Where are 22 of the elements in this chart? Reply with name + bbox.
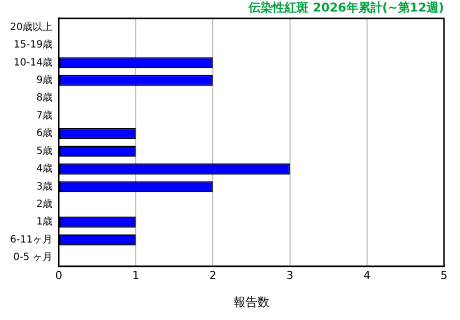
y-tick-label: 2歳 — [36, 198, 53, 210]
y-tick-label: 4歳 — [36, 162, 53, 175]
chart-title: 伝染性紅斑 2026年累計(~第12週) — [248, 0, 444, 14]
y-tick-label: 7歳 — [36, 109, 53, 122]
x-tick-label: 3 — [286, 268, 294, 282]
x-tick-label: 4 — [363, 268, 370, 282]
y-tick-label: 6-11ヶ月 — [10, 234, 53, 246]
y-tick-label: 0-5 ヶ月 — [13, 252, 53, 264]
y-tick-label: 6歳 — [36, 127, 53, 140]
x-tick-label: 2 — [209, 268, 216, 282]
y-tick-label: 20歳以上 — [10, 20, 53, 33]
y-tick-label: 8歳 — [36, 92, 53, 104]
y-tick-label: 9歳 — [36, 74, 53, 86]
y-tick-label: 10-14歳 — [14, 56, 53, 68]
x-axis-title: 報告数 — [233, 294, 270, 309]
y-tick-label: 1歳 — [36, 216, 53, 228]
y-tick-label: 5歳 — [36, 144, 53, 157]
x-tick-label: 1 — [132, 268, 140, 282]
y-tick-label: 15-19歳 — [14, 38, 53, 51]
x-tick-label: 5 — [440, 268, 448, 282]
y-tick-label: 3歳 — [36, 180, 53, 192]
x-tick-label: 0 — [55, 268, 62, 282]
